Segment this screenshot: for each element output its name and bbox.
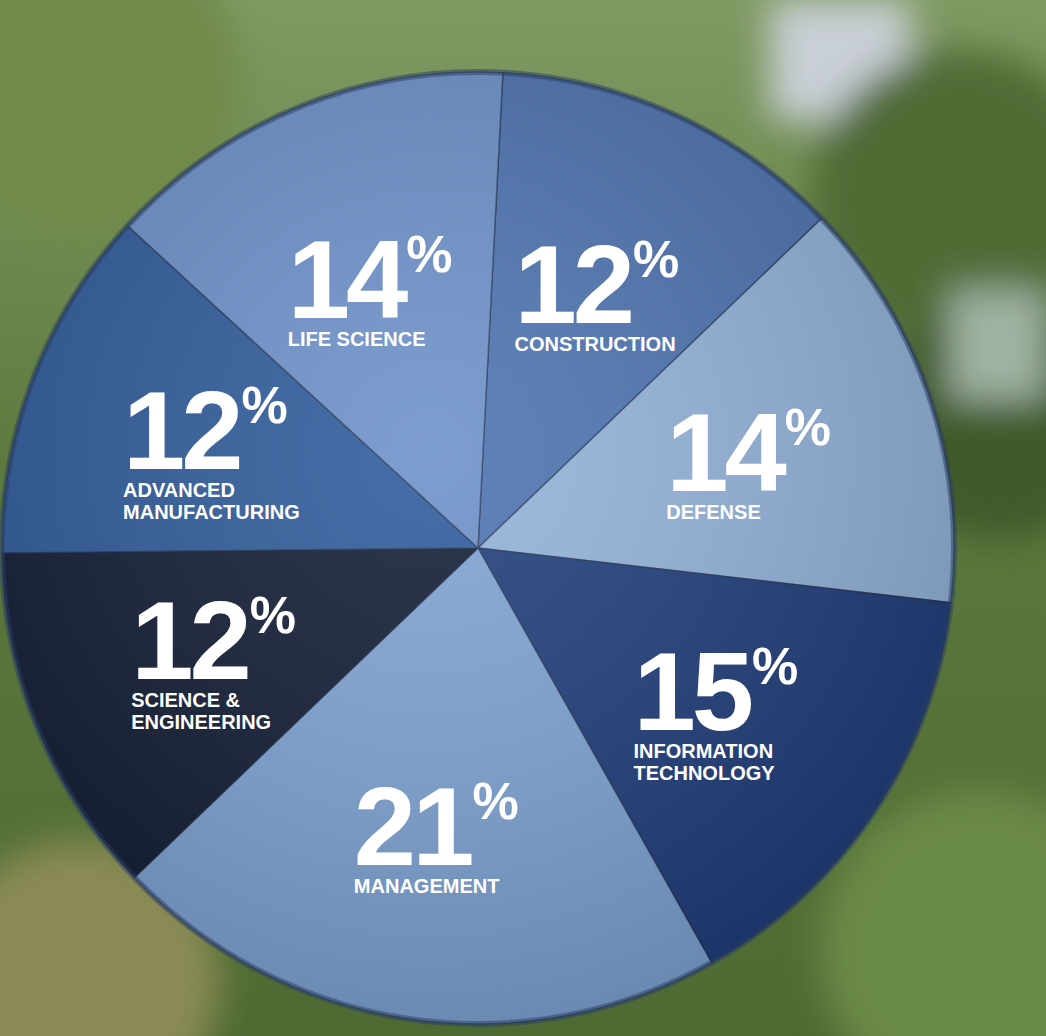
pie-rim	[2, 72, 954, 1024]
category-label: CONSTRUCTION	[514, 333, 675, 355]
slice-label: 14%LIFE SCIENCE	[288, 217, 453, 350]
slices	[2, 72, 954, 1024]
value-unit: %	[752, 637, 798, 695]
value-unit: %	[242, 376, 288, 434]
category-label: ADVANCEDMANUFACTURING	[123, 479, 300, 523]
value-label: 14%	[666, 390, 831, 515]
value-unit: %	[406, 225, 452, 283]
pond	[950, 290, 1046, 400]
value-unit: %	[633, 230, 679, 288]
labels: 12%CONSTRUCTION14%DEFENSE15%INFORMATIONT…	[123, 217, 831, 897]
category-line: LIFE SCIENCE	[288, 328, 426, 350]
value-digits: 21	[354, 764, 472, 889]
slice-label: 12%CONSTRUCTION	[514, 222, 679, 355]
category-label: INFORMATIONTECHNOLOGY	[633, 740, 775, 784]
value-label: 21%	[354, 764, 519, 889]
value-digits: 14	[666, 390, 786, 515]
pie-shading	[2, 72, 954, 1024]
category-line: CONSTRUCTION	[514, 333, 675, 355]
category-label: SCIENCE &ENGINEERING	[131, 689, 271, 733]
value-label: 12%	[123, 368, 288, 493]
value-label: 15%	[633, 629, 798, 754]
category-line: TECHNOLOGY	[633, 762, 775, 784]
value-label: 14%	[288, 217, 453, 342]
slice-label: 15%INFORMATIONTECHNOLOGY	[633, 629, 798, 784]
slice-label: 12%SCIENCE &ENGINEERING	[131, 578, 296, 733]
category-line: SCIENCE &	[131, 689, 240, 711]
slice-label: 12%ADVANCEDMANUFACTURING	[123, 368, 300, 523]
value-unit: %	[250, 586, 296, 644]
category-line: INFORMATION	[633, 740, 773, 762]
value-digits: 12	[131, 578, 248, 703]
slice-label: 21%MANAGEMENT	[354, 764, 519, 897]
category-label: LIFE SCIENCE	[288, 328, 426, 350]
value-unit: %	[472, 772, 518, 830]
value-unit: %	[785, 398, 831, 456]
value-digits: 15	[633, 629, 751, 754]
category-line: MANAGEMENT	[354, 875, 500, 897]
category-line: DEFENSE	[666, 501, 760, 523]
chart: 12%CONSTRUCTION14%DEFENSE15%INFORMATIONT…	[0, 0, 1046, 1036]
pie-slice	[478, 219, 954, 603]
value-digits: 12	[514, 222, 631, 347]
value-digits: 12	[123, 368, 240, 493]
value-digits: 14	[288, 217, 408, 342]
category-line: ADVANCED	[123, 479, 235, 501]
category-line: ENGINEERING	[131, 711, 271, 733]
category-label: DEFENSE	[666, 501, 760, 523]
category-label: MANAGEMENT	[354, 875, 500, 897]
slice-label: 14%DEFENSE	[666, 390, 831, 523]
background-foliage	[0, 0, 1046, 1036]
value-label: 12%	[131, 578, 296, 703]
category-line: MANUFACTURING	[123, 501, 300, 523]
value-label: 12%	[514, 222, 679, 347]
